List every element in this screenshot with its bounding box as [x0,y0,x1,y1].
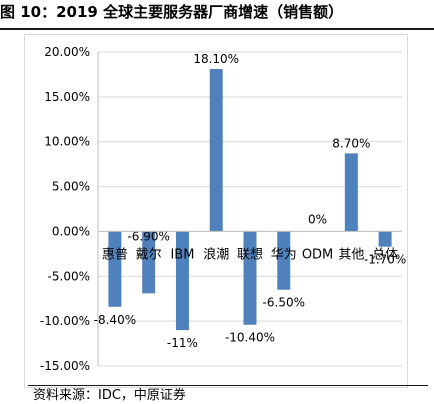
category-label: 戴尔 [136,247,162,262]
category-label: 其他 [338,247,364,262]
data-label: 18.10% [193,52,239,66]
category-label: 浪潮 [203,247,229,262]
category-label: 华为 [271,247,297,262]
data-label: -6.90% [127,229,169,243]
y-tick-label: 0.00% [52,224,90,238]
figure-title: 图 10：2019 全球主要服务器厂商增速（销售额） [0,3,344,21]
category-label: 联想 [237,246,263,262]
source-note: 资料来源：IDC，中原证券 [33,388,186,403]
category-label: IBM [170,247,194,262]
source-divider [28,385,428,386]
y-tick-label: 5.00% [52,180,90,194]
bar [175,231,189,331]
y-tick-label: -10.00% [40,314,90,328]
category-label: ODM [302,247,333,262]
bar [108,231,122,307]
bar [243,231,257,325]
bar [277,231,291,290]
title-divider [0,28,434,30]
category-label: 总体 [372,247,398,262]
data-label: -8.40% [94,313,136,327]
data-label: -10.40% [225,331,275,345]
bar [344,153,358,232]
y-tick-label: 10.00% [44,135,90,149]
data-label: -1.70% [364,253,406,267]
y-tick-label: 20.00% [44,45,90,59]
y-tick-label: -15.00% [40,359,90,373]
y-tick-label: 15.00% [44,90,90,104]
chart-frame [24,34,408,388]
bar [378,231,392,247]
bar [209,69,223,232]
data-label: -11% [167,336,198,350]
y-tick-label: -5.00% [48,269,90,283]
data-label: 8.70% [332,136,370,150]
data-label: -6.50% [263,296,305,310]
bar [142,231,156,294]
data-label: 0% [308,212,327,226]
category-label: 惠普 [102,247,128,262]
